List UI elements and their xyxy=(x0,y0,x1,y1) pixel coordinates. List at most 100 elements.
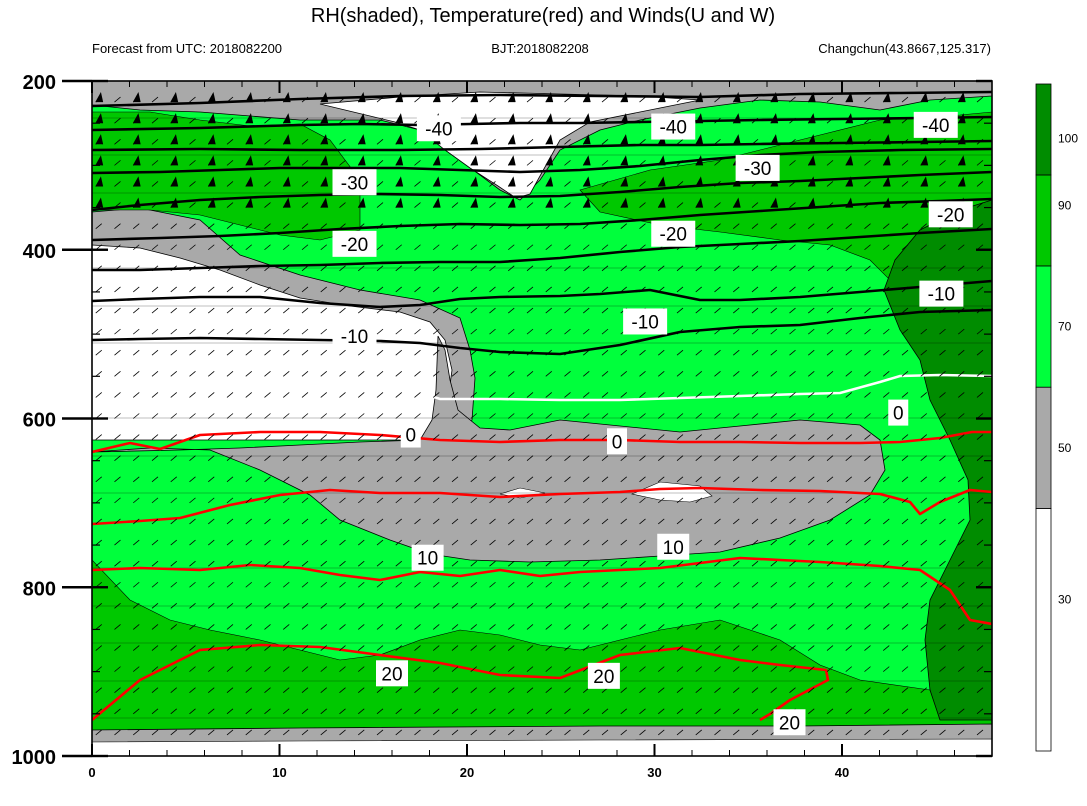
wind-barb xyxy=(470,349,478,356)
wind-barb xyxy=(564,96,571,103)
wind-flag xyxy=(395,176,404,187)
wind-barb xyxy=(620,223,628,229)
wind-flag xyxy=(432,155,441,166)
wind-barb xyxy=(226,160,234,166)
wind-barb xyxy=(957,244,965,251)
wind-barb xyxy=(432,645,440,651)
contour-label-box xyxy=(735,154,780,181)
wind-barb xyxy=(320,307,328,314)
wind-barb xyxy=(301,539,309,546)
wind-barb xyxy=(657,349,665,356)
wind-barb xyxy=(301,286,309,293)
wind-barb xyxy=(695,666,703,672)
wind-barb xyxy=(245,603,253,609)
wind-barb xyxy=(264,729,271,736)
wind-barb xyxy=(939,581,946,588)
wind-barb xyxy=(714,371,721,377)
wind-barb xyxy=(789,117,796,124)
wind-barb xyxy=(245,265,253,272)
wind-barb xyxy=(676,307,684,314)
wind-barb xyxy=(414,265,421,272)
forecast-subtitle: Forecast from UTC: 2018082200 xyxy=(92,41,282,56)
wind-barb xyxy=(920,349,928,356)
wind-barb xyxy=(526,181,534,187)
wind-barb xyxy=(957,476,965,483)
wind-barb xyxy=(189,497,196,504)
contour-label-box xyxy=(607,428,627,455)
wind-barb xyxy=(564,117,571,124)
wind-barb xyxy=(864,708,871,715)
wind-barb xyxy=(395,581,403,588)
wind-barb xyxy=(901,645,909,651)
wind-barb xyxy=(301,581,309,588)
wind-barb xyxy=(714,539,721,546)
wind-barb xyxy=(451,265,459,272)
wind-barb xyxy=(395,265,403,272)
wind-barb xyxy=(601,518,609,525)
wind-flag xyxy=(882,197,891,208)
wind-flag xyxy=(95,134,104,145)
contour-label-box xyxy=(928,201,973,228)
wind-barb xyxy=(489,518,496,525)
wind-flag xyxy=(357,91,366,103)
wind-barb xyxy=(582,497,590,504)
wind-barb xyxy=(864,455,871,461)
wind-barb xyxy=(301,434,309,440)
y-tick-label: 600 xyxy=(23,410,56,432)
wind-barb xyxy=(282,729,290,736)
wind-barb xyxy=(507,624,515,630)
wind-barb xyxy=(826,708,834,715)
wind-barb xyxy=(245,729,253,736)
wind-barb xyxy=(957,349,965,356)
wind-barb xyxy=(695,687,703,694)
wind-flag xyxy=(807,134,816,145)
wind-barb xyxy=(95,265,103,272)
wind-barb xyxy=(451,392,459,398)
wind-flag xyxy=(545,134,554,145)
wind-barb xyxy=(470,476,478,483)
wind-barb xyxy=(357,392,365,398)
wind-barb xyxy=(264,687,271,694)
wind-barb xyxy=(207,244,215,251)
wind-barb xyxy=(339,307,346,314)
wind-barb xyxy=(676,497,684,504)
wind-barb xyxy=(807,581,815,588)
wind-barb xyxy=(789,265,796,272)
wind-barb xyxy=(901,708,909,715)
wind-barb xyxy=(601,624,609,630)
wind-barb xyxy=(582,476,590,483)
wind-barb xyxy=(789,392,796,398)
wind-flag xyxy=(807,91,816,103)
wind-barb xyxy=(245,581,253,588)
wind-barb xyxy=(95,434,103,440)
wind-barb xyxy=(845,392,853,398)
wind-barb xyxy=(676,349,684,356)
wind-flag xyxy=(470,91,479,103)
wind-barb xyxy=(601,539,609,546)
wind-barb xyxy=(132,624,140,630)
wind-barb xyxy=(320,624,328,630)
wind-barb xyxy=(976,455,984,461)
wind-barb xyxy=(189,181,196,187)
wind-barb xyxy=(207,581,215,588)
wind-barb xyxy=(264,265,271,272)
wind-barb xyxy=(639,244,646,251)
wind-barb xyxy=(207,328,215,335)
wind-barb xyxy=(770,307,778,314)
wind-barb xyxy=(845,603,853,609)
wind-barb xyxy=(526,96,534,103)
colorbar-segment xyxy=(1035,83,1052,176)
wind-barb xyxy=(601,476,609,483)
wind-barb xyxy=(826,328,834,335)
wind-barb xyxy=(151,96,159,103)
wind-barb xyxy=(601,392,609,398)
wind-barb xyxy=(564,497,571,504)
wind-flag xyxy=(882,176,891,187)
wind-barb xyxy=(264,476,271,483)
wind-barb xyxy=(132,244,140,251)
wind-barb xyxy=(957,455,965,461)
wind-barb xyxy=(189,708,196,715)
wind-barb xyxy=(976,497,984,504)
wind-barb xyxy=(807,603,815,609)
wind-barb xyxy=(526,138,534,145)
